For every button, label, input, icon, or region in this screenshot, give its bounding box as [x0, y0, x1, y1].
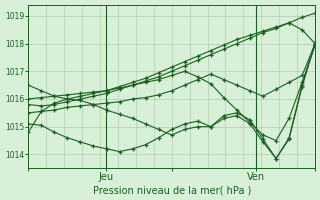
X-axis label: Pression niveau de la mer( hPa ): Pression niveau de la mer( hPa )	[92, 185, 251, 195]
